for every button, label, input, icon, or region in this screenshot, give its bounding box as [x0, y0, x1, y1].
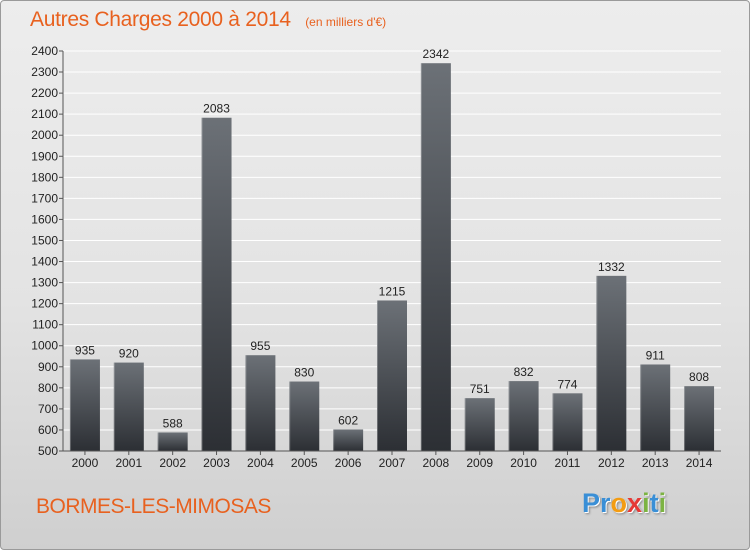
logo-letter: r [600, 488, 611, 518]
bar-highlight [157, 432, 159, 451]
x-tick-label: 2008 [423, 456, 450, 470]
y-tick-label: 2100 [31, 107, 58, 121]
chart-title: Autres Charges 2000 à 2014 [30, 8, 291, 31]
y-tick-label: 1400 [31, 255, 58, 269]
logo-letter: i [642, 488, 650, 518]
x-tick-label: 2002 [159, 456, 186, 470]
x-tick-label: 2005 [291, 456, 318, 470]
y-tick-label: 2300 [31, 65, 58, 79]
y-tick-label: 800 [38, 381, 58, 395]
data-label: 832 [514, 365, 534, 379]
bar-highlight [289, 381, 291, 451]
bar-highlight [464, 398, 466, 451]
bar-highlight [201, 117, 203, 451]
data-label: 911 [646, 348, 665, 362]
bar-highlight [420, 63, 422, 452]
data-label: 955 [250, 339, 270, 353]
data-label: 602 [338, 414, 358, 428]
x-tick-label: 2007 [379, 456, 406, 470]
x-tick-label: 2013 [642, 456, 669, 470]
y-tick-label: 1800 [31, 170, 58, 184]
bar [508, 381, 539, 451]
y-tick-label: 1200 [31, 297, 58, 311]
x-tick-label: 2014 [686, 456, 713, 470]
data-label: 1215 [379, 284, 406, 298]
y-tick-label: 2200 [31, 86, 58, 100]
bar [596, 275, 627, 451]
bar [377, 300, 407, 451]
bar-highlight [596, 275, 598, 451]
bar [552, 393, 583, 451]
chart-subtitle: (en milliers d'€) [305, 15, 387, 29]
x-tick-label: 2006 [335, 456, 362, 470]
data-label: 808 [689, 370, 709, 384]
bar-highlight [245, 355, 247, 451]
y-tick-label: 1000 [31, 339, 58, 353]
data-label: 751 [470, 382, 490, 396]
x-tick-label: 2001 [115, 456, 142, 470]
bar [69, 359, 100, 451]
bar [201, 117, 232, 451]
bar [289, 381, 320, 451]
bar [640, 364, 671, 451]
bar-highlight [69, 359, 71, 451]
bar [245, 355, 276, 451]
data-label: 920 [119, 347, 139, 361]
y-tick-label: 1100 [32, 318, 58, 332]
y-tick-label: 600 [38, 423, 58, 437]
y-tick-label: 700 [38, 402, 58, 416]
bar [113, 362, 144, 451]
y-tick-label: 1900 [31, 149, 58, 163]
y-tick-label: 2400 [31, 44, 58, 58]
y-tick-label: 1500 [31, 233, 58, 247]
logo-letter: x [627, 488, 643, 518]
x-tick-label: 2012 [598, 456, 625, 470]
y-tick-label: 1700 [31, 191, 58, 205]
logo-letter: P [582, 488, 601, 518]
y-tick-label: 1300 [31, 276, 58, 290]
bar-highlight [377, 300, 378, 451]
logo-letter: t [649, 488, 659, 518]
bar [684, 386, 715, 451]
proxiti-logo: Proxiti [582, 488, 666, 519]
x-tick-label: 2000 [72, 456, 99, 470]
y-tick-label: 500 [38, 444, 58, 458]
data-label: 935 [75, 343, 95, 357]
data-label: 774 [557, 377, 577, 391]
bar [157, 432, 188, 451]
bar [420, 63, 451, 452]
y-tick-label: 1600 [31, 212, 58, 226]
data-label: 1332 [598, 260, 625, 274]
data-label: 830 [294, 366, 314, 380]
x-tick-label: 2003 [203, 456, 230, 470]
data-label: 588 [163, 416, 183, 430]
bar-highlight [640, 364, 642, 451]
x-tick-label: 2004 [247, 456, 274, 470]
x-tick-label: 2009 [466, 456, 493, 470]
y-tick-label: 2000 [31, 128, 58, 142]
logo-letter: i [658, 488, 667, 518]
x-tick-label: 2010 [510, 456, 537, 470]
bar [333, 429, 364, 451]
commune-name: BORMES-LES-MIMOSAS [36, 495, 271, 518]
bar [464, 398, 495, 451]
bar-highlight [113, 362, 115, 451]
data-label: 2083 [203, 102, 230, 116]
title-row: Autres Charges 2000 à 2014 (en milliers … [30, 8, 386, 32]
bar-highlight [552, 393, 554, 451]
bar-highlight [684, 386, 686, 451]
data-label: 2342 [423, 47, 450, 61]
logo-letter: o [610, 488, 628, 518]
x-tick-label: 2011 [555, 456, 581, 470]
bar-highlight [508, 381, 510, 451]
y-tick-label: 900 [38, 360, 58, 374]
bar-highlight [333, 429, 335, 451]
